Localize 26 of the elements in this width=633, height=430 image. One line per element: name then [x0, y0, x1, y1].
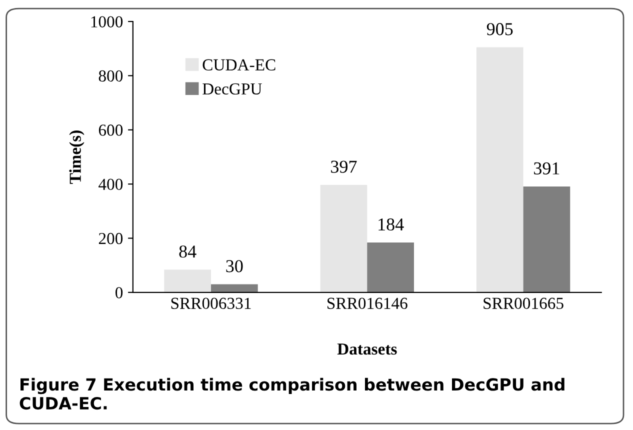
bar	[476, 47, 524, 292]
legend-label: DecGPU	[202, 83, 262, 95]
y-tick-label: 0	[116, 287, 123, 298]
bar	[367, 242, 414, 292]
bar	[523, 186, 570, 292]
x-tick-label: SRR016146	[328, 298, 408, 309]
legend-label: CUDA-EC	[202, 59, 276, 71]
y-tick-label: 400	[98, 178, 123, 190]
bar	[320, 184, 368, 292]
data-label: 397	[331, 160, 357, 173]
y-axis-title: Time(s)	[69, 130, 84, 184]
y-tick-label: 1000	[91, 16, 123, 28]
data-label: 30	[226, 260, 243, 272]
data-label: 184	[378, 218, 404, 231]
x-tick-label: SRR006331	[171, 298, 251, 309]
y-tick-label: 200	[98, 232, 123, 244]
bar	[211, 284, 258, 292]
x-axis-title: Datasets	[337, 344, 397, 355]
y-tick-label: 600	[98, 124, 123, 136]
y-tick-label: 800	[98, 70, 123, 82]
bar	[164, 270, 211, 292]
data-label: 905	[486, 23, 513, 36]
x-tick-label: SRR001665	[484, 298, 564, 309]
data-label: 391	[534, 162, 560, 174]
data-label: 84	[179, 245, 196, 258]
caption: Figure 7 Execution time comparison between DecGPU and CUDA-EC.	[20, 378, 564, 410]
